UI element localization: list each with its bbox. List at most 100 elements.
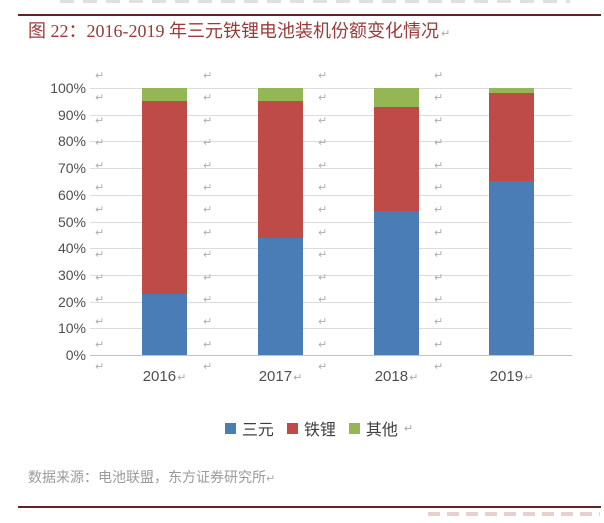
- return-mark-icon: ↵: [434, 158, 444, 172]
- legend-item-其他: 其他 ↵: [348, 416, 414, 440]
- x-axis-label-text: 2018: [374, 368, 409, 385]
- return-mark-icon: ↵: [95, 315, 105, 329]
- x-axis-label-2017: 2017↵: [236, 368, 326, 387]
- return-mark-icon: ↵: [95, 225, 105, 239]
- return-mark-icon: ↵: [95, 293, 105, 306]
- x-axis-label-text: 2016: [142, 368, 177, 385]
- return-mark-icon: ↵: [318, 293, 328, 306]
- y-axis-tick-label: 100%: [50, 80, 86, 96]
- gridline: [90, 141, 572, 143]
- return-mark-icon: ↵: [409, 371, 419, 384]
- return-mark-icon: ↵: [318, 158, 328, 172]
- return-mark-icon: ↵: [203, 337, 213, 351]
- x-axis-label-2018: 2018↵: [352, 368, 442, 387]
- gridline: [90, 248, 572, 250]
- return-mark-icon: ↵: [434, 91, 444, 105]
- return-mark-icon: ↵: [203, 69, 213, 82]
- gridline: [90, 88, 572, 89]
- return-mark-icon: ↵: [434, 337, 444, 351]
- return-mark-icon: ↵: [203, 293, 213, 306]
- return-mark-icon: ↵: [95, 113, 105, 127]
- return-mark-icon: ↵: [434, 136, 444, 150]
- return-mark-icon: ↵: [177, 371, 187, 384]
- top-divider-line: [18, 14, 601, 16]
- bar-stack-2018: [374, 88, 419, 355]
- return-mark-icon: ↵: [434, 270, 444, 284]
- return-mark-icon: ↵: [434, 248, 444, 262]
- gridline: [90, 301, 572, 303]
- bar-stack-2019: [489, 88, 534, 355]
- data-source-text: 数据来源：电池联盟，东方证券研究所: [28, 471, 266, 486]
- gridline: [90, 194, 572, 196]
- legend-swatch-icon: [224, 422, 236, 434]
- bar-segment-铁锂: [489, 93, 534, 182]
- bar-segment-其他: [258, 88, 303, 102]
- return-mark-icon: ↵: [95, 136, 105, 150]
- bar-segment-其他: [374, 88, 419, 107]
- bar-segment-其他: [142, 88, 187, 102]
- return-mark-icon: ↵: [95, 91, 105, 105]
- chart-legend: 三元 铁锂 其他 ↵: [17, 416, 604, 440]
- return-mark-icon: ↵: [403, 421, 414, 435]
- bar-segment-铁锂: [258, 101, 303, 238]
- return-mark-icon: ↵: [318, 337, 328, 351]
- return-mark-icon: ↵: [95, 270, 105, 284]
- x-axis-line: [90, 355, 572, 356]
- return-mark-icon: ↵: [318, 91, 328, 105]
- return-mark-icon: ↵: [434, 203, 444, 217]
- return-mark-icon: ↵: [318, 315, 328, 329]
- bar-segment-铁锂: [142, 101, 187, 294]
- return-mark-icon: ↵: [95, 181, 105, 194]
- bar-segment-三元: [374, 210, 419, 355]
- return-mark-icon: ↵: [95, 337, 105, 351]
- bar-segment-三元: [142, 293, 187, 355]
- legend-swatch-icon: [286, 422, 298, 434]
- return-mark-icon: ↵: [203, 158, 213, 172]
- return-mark-icon: ↵: [524, 371, 534, 384]
- bar-segment-其他: [489, 88, 534, 94]
- return-mark-icon: ↵: [203, 315, 213, 329]
- gridline: [90, 221, 572, 223]
- figure-title: 图 22：2016-2019 年三元铁锂电池装机份额变化情况 ↵: [28, 20, 588, 45]
- return-mark-icon: ↵: [266, 472, 276, 485]
- data-source-note: 数据来源：电池联盟，东方证券研究所↵: [28, 470, 275, 488]
- return-mark-icon: ↵: [318, 136, 328, 150]
- clipped-text-artifact-top: [60, 0, 570, 3]
- legend-swatch-icon: [348, 422, 360, 434]
- return-mark-icon: ↵: [95, 248, 105, 262]
- x-axis-label-2019: 2019↵: [467, 368, 557, 387]
- y-axis-tick-label: 0%: [65, 347, 86, 363]
- bar-stack-2017: [258, 88, 303, 355]
- return-mark-icon: ↵: [203, 270, 213, 284]
- legend-label: 其他: [365, 422, 398, 439]
- y-axis-tick-label: 50%: [57, 213, 86, 230]
- bar-segment-铁锂: [374, 106, 419, 211]
- return-mark-icon: ↵: [95, 69, 105, 82]
- return-mark-icon: ↵: [318, 360, 328, 374]
- return-mark-icon: ↵: [95, 360, 105, 374]
- return-mark-icon: ↵: [203, 225, 213, 239]
- bottom-divider-line: [18, 506, 601, 508]
- y-axis-tick-label: 10%: [57, 320, 86, 337]
- return-mark-icon: ↵: [203, 181, 213, 194]
- return-mark-icon: ↵: [318, 270, 328, 284]
- return-mark-icon: ↵: [203, 360, 213, 374]
- return-mark-icon: ↵: [434, 113, 444, 127]
- legend-item-铁锂: 铁锂: [286, 416, 336, 440]
- bar-stack-2016: [142, 88, 187, 355]
- y-axis-tick-label: 90%: [57, 106, 86, 123]
- return-mark-icon: ↵: [441, 27, 451, 40]
- y-axis-tick-label: 70%: [57, 160, 86, 177]
- return-mark-icon: ↵: [434, 293, 444, 306]
- gridline: [90, 114, 572, 116]
- gridline: [90, 328, 572, 330]
- return-mark-icon: ↵: [318, 248, 328, 262]
- return-mark-icon: ↵: [434, 315, 444, 329]
- return-mark-icon: ↵: [203, 91, 213, 105]
- x-axis-label-text: 2017: [258, 368, 293, 385]
- return-mark-icon: ↵: [203, 136, 213, 150]
- gridline: [90, 274, 572, 276]
- figure-title-text: 图 22：2016-2019 年三元铁锂电池装机份额变化情况: [28, 21, 439, 41]
- gridline: [90, 168, 572, 170]
